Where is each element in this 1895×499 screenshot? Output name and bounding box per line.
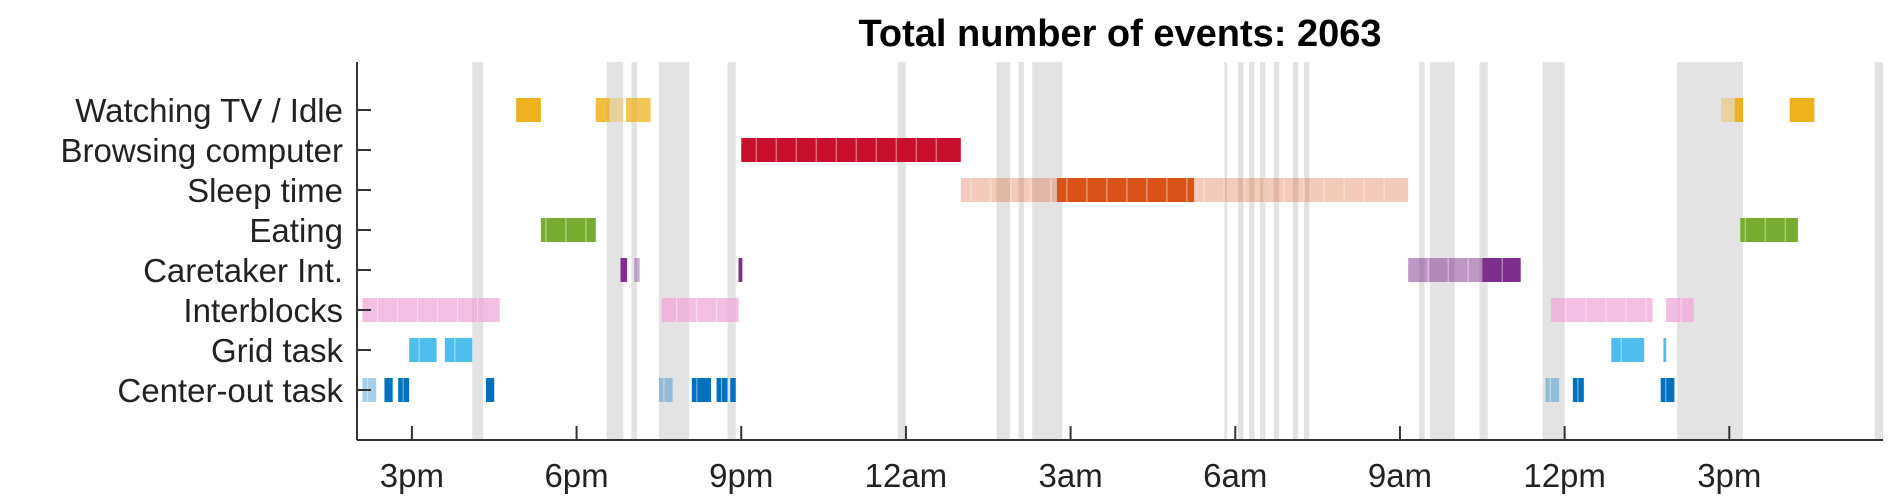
event-segment [1545,378,1560,402]
event-segment [634,258,640,282]
event-segment [1194,178,1409,202]
shaded-periods [472,62,1883,440]
chart-axes [356,62,1883,441]
shaded-period [1224,62,1228,440]
x-axis-labels: 3pm 6pm 9pm 12am 3am 6am 9am 12pm 3pm [380,457,1762,494]
event-segment [1611,338,1645,362]
shaded-period [472,62,484,440]
shaded-period [1430,62,1455,440]
series-grid-task [409,338,1667,362]
event-segment [658,378,673,402]
chart-title: Total number of events: 2063 [859,13,1382,55]
series-sleep-time [960,178,1409,202]
event-segment [1740,218,1798,242]
event-segment [1572,378,1584,402]
event-segment [1663,338,1667,362]
event-segment [1789,98,1815,122]
event-segment [540,218,596,242]
shaded-period [897,62,906,440]
x-tick-label: 6pm [544,457,608,494]
shaded-period [1018,62,1024,440]
event-segment [661,298,739,322]
event-segment [398,378,410,402]
y-tick-label: Sleep time [187,172,343,209]
event-segment [625,98,651,122]
series-caretaker-int [620,258,1521,282]
shaded-period [606,62,624,440]
shaded-period [1479,62,1488,440]
shaded-period [1677,62,1744,440]
event-segment [730,378,736,402]
shaded-period [727,62,736,440]
event-segment [738,258,743,282]
shaded-period [1542,62,1565,440]
series-eating [540,218,1798,242]
y-tick-label: Watching TV / Idle [75,92,343,129]
x-tick-label: 9am [1368,457,1432,494]
shaded-period [1032,62,1063,440]
event-segment [409,338,437,362]
x-tick-label: 9pm [709,457,773,494]
y-tick-label: Browsing computer [61,132,343,169]
x-tick-label: 3pm [1697,457,1761,494]
event-segment [362,298,500,322]
shaded-period [1874,62,1883,440]
event-segment [516,98,541,122]
series-watching-tv-idle [516,98,1815,122]
event-segment [609,98,624,122]
shaded-period [1292,62,1299,440]
y-tick-label: Grid task [211,332,344,369]
event-segment [1550,298,1653,322]
shaded-period [996,62,1011,440]
shaded-period [631,62,637,440]
event-segment [716,378,728,402]
event-segment [1721,98,1735,122]
y-tick-label: Eating [249,212,343,249]
shaded-period [1419,62,1425,440]
event-segment [1734,98,1744,122]
x-tick-label: 12am [865,457,948,494]
shaded-period [658,62,690,440]
event-segment [1056,178,1195,202]
event-segment [620,258,628,282]
y-tick-label: Center-out task [117,372,343,409]
series-interblocks [362,298,1694,322]
shaded-period [1273,62,1280,440]
y-tick-label: Caretaker Int. [143,252,343,289]
shaded-period [1238,62,1244,440]
shaded-period [1248,62,1255,440]
event-segment [1482,258,1521,282]
event-segment [485,378,495,402]
y-tick-label: Interblocks [183,292,343,329]
event-segment [741,138,961,162]
event-series [362,98,1815,402]
series-browsing-computer [741,138,961,162]
x-tick-label: 3am [1038,457,1102,494]
event-segment [1666,298,1694,322]
event-segment [595,98,610,122]
event-segment [691,378,712,402]
x-tick-label: 6am [1203,457,1267,494]
x-tick-label: 3pm [380,457,444,494]
shaded-period [1303,62,1310,440]
event-segment [384,378,393,402]
event-segment [444,338,473,362]
event-segment [1660,378,1675,402]
shaded-period [1259,62,1266,440]
event-segment [960,178,1057,202]
x-tick-label: 12pm [1523,457,1606,494]
event-segment [1408,258,1483,282]
